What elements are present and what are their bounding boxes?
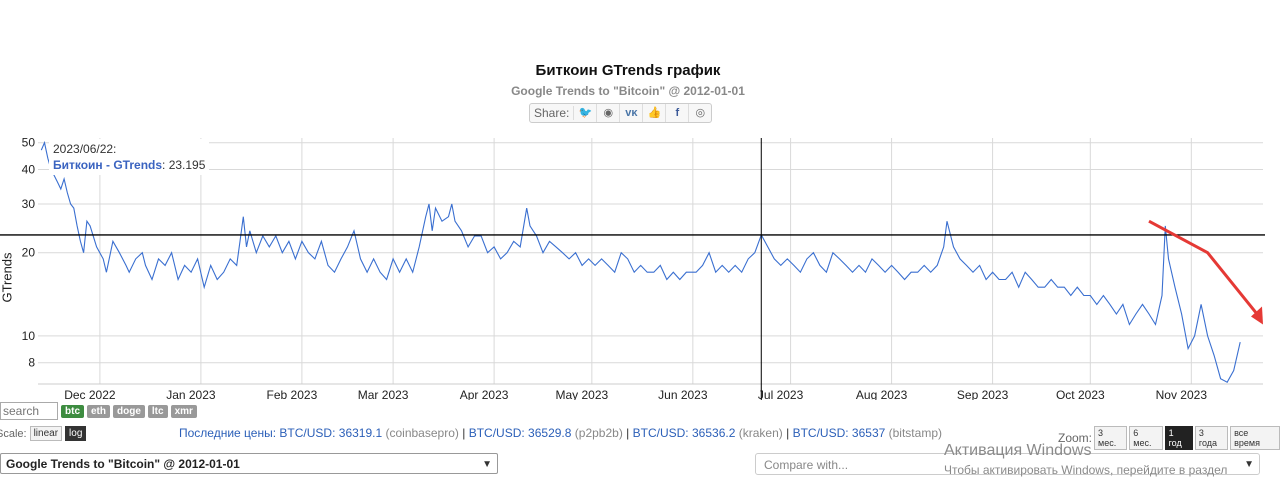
price-p2pb2b[interactable]: BTC/USD: 36529.8 (p2pb2b): [468, 426, 623, 440]
red-arrow-annotation: [1148, 219, 1263, 325]
share-bar: Share: 🐦 ◉ ᴠᴋ 👍 f ◎: [529, 103, 713, 123]
zoom-all-button[interactable]: все время: [1230, 426, 1280, 450]
scale-label: Scale:: [0, 427, 27, 440]
share-label: Share:: [530, 106, 575, 120]
x-tick-label: Feb 2023: [267, 388, 318, 400]
coin-eth-button[interactable]: eth: [87, 404, 110, 418]
tooltip-series-name: Биткоин - GTrends: [53, 158, 163, 172]
coin-ltc-button[interactable]: ltc: [147, 404, 168, 418]
chart-subtitle: Google Trends to "Bitcoin" @ 2012-01-01: [511, 84, 745, 98]
reddit-icon[interactable]: ◉: [597, 104, 621, 122]
latest-prices: Последние цены: BTC/USD: 36319.1 (coinba…: [179, 426, 942, 440]
y-tick-label: 50: [22, 136, 36, 150]
chart-svg[interactable]: 8 10 20 30 40 50 Dec 2022 Jan 2023 Feb 2023 Mar …: [0, 0, 1280, 400]
tooltip-date: 2023/06/22:: [53, 142, 117, 156]
search-input[interactable]: [0, 402, 58, 420]
like-icon[interactable]: 👍: [643, 104, 667, 122]
x-tick-label: Mar 2023: [358, 388, 409, 400]
x-tick-label: Aug 2023: [856, 388, 908, 400]
y-axis-label: GTrends: [0, 252, 15, 303]
tooltip-value: : 23.195: [162, 158, 206, 172]
arrow-head: [1251, 306, 1263, 325]
x-tick-label: Nov 2023: [1156, 388, 1208, 400]
x-tick-label: Jan 2023: [166, 388, 216, 400]
coin-btc-button[interactable]: btc: [61, 404, 84, 418]
scale-linear-button[interactable]: linear: [29, 426, 63, 441]
tooltip: 2023/06/22: Биткоин - GTrends: 23.195: [49, 139, 210, 175]
price-bitstamp[interactable]: BTC/USD: 36537 (bitstamp): [792, 426, 942, 440]
x-tick-label: Jul 2023: [758, 388, 804, 400]
x-tick-labels: Dec 2022 Jan 2023 Feb 2023 Mar 2023 Apr 2023…: [64, 388, 1207, 400]
chart-title: Биткоин GTrends график: [535, 62, 721, 79]
y-tick-label: 20: [22, 246, 36, 260]
zoom-6m-button[interactable]: 6 мес.: [1129, 426, 1163, 450]
y-tick-label: 30: [22, 197, 36, 211]
y-tick-label: 10: [22, 329, 36, 343]
scale-log-button[interactable]: log: [65, 426, 87, 441]
vk-icon[interactable]: ᴠᴋ: [620, 104, 644, 122]
series-line-gtrends: [40, 140, 1241, 383]
grid-lines: [38, 138, 1263, 384]
x-tick-label: Oct 2023: [1056, 388, 1105, 400]
zoom-control: Zoom: 3 мес. 6 мес. 1 год 3 года все вре…: [1058, 426, 1280, 450]
price-kraken[interactable]: BTC/USD: 36536.2 (kraken): [632, 426, 783, 440]
chevron-down-icon: ▼: [1244, 459, 1254, 470]
series-points: [41, 142, 1241, 383]
x-tick-label: Dec 2022: [64, 388, 116, 400]
zoom-3m-button[interactable]: 3 мес.: [1094, 426, 1128, 450]
dataset-select[interactable]: Google Trends to "Bitcoin" @ 2012-01-01 …: [0, 453, 498, 474]
twitter-icon[interactable]: 🐦: [574, 104, 598, 122]
coin-toolbar: btc eth doge ltc xmr: [0, 402, 197, 420]
y-tick-label: 40: [22, 162, 36, 176]
chevron-down-icon: ▼: [482, 459, 492, 470]
x-tick-label: Sep 2023: [957, 388, 1009, 400]
weibo-icon[interactable]: ◎: [695, 107, 706, 119]
price-coinbasepro[interactable]: BTC/USD: 36319.1 (coinbasepro): [279, 426, 459, 440]
y-tick-label: 8: [28, 356, 35, 370]
compare-select[interactable]: Compare with... ▼: [755, 453, 1260, 475]
coin-xmr-button[interactable]: xmr: [170, 404, 197, 418]
arrow-shaft: [1148, 219, 1261, 318]
facebook-icon[interactable]: f: [666, 104, 690, 122]
coin-doge-button[interactable]: doge: [113, 404, 145, 418]
zoom-label: Zoom:: [1058, 431, 1093, 445]
x-tick-label: Jun 2023: [658, 388, 708, 400]
dataset-select-value: Google Trends to "Bitcoin" @ 2012-01-01: [6, 457, 240, 471]
x-tick-label: May 2023: [556, 388, 609, 400]
compare-placeholder: Compare with...: [764, 458, 849, 472]
y-tick-labels: 8 10 20 30 40 50: [22, 136, 36, 370]
zoom-1y-button[interactable]: 1 год: [1164, 426, 1193, 450]
prices-label: Последние цены:: [179, 426, 277, 440]
zoom-3y-button[interactable]: 3 года: [1194, 426, 1229, 450]
scale-control: Scale: linear log: [0, 426, 87, 441]
x-tick-label: Apr 2023: [460, 388, 509, 400]
